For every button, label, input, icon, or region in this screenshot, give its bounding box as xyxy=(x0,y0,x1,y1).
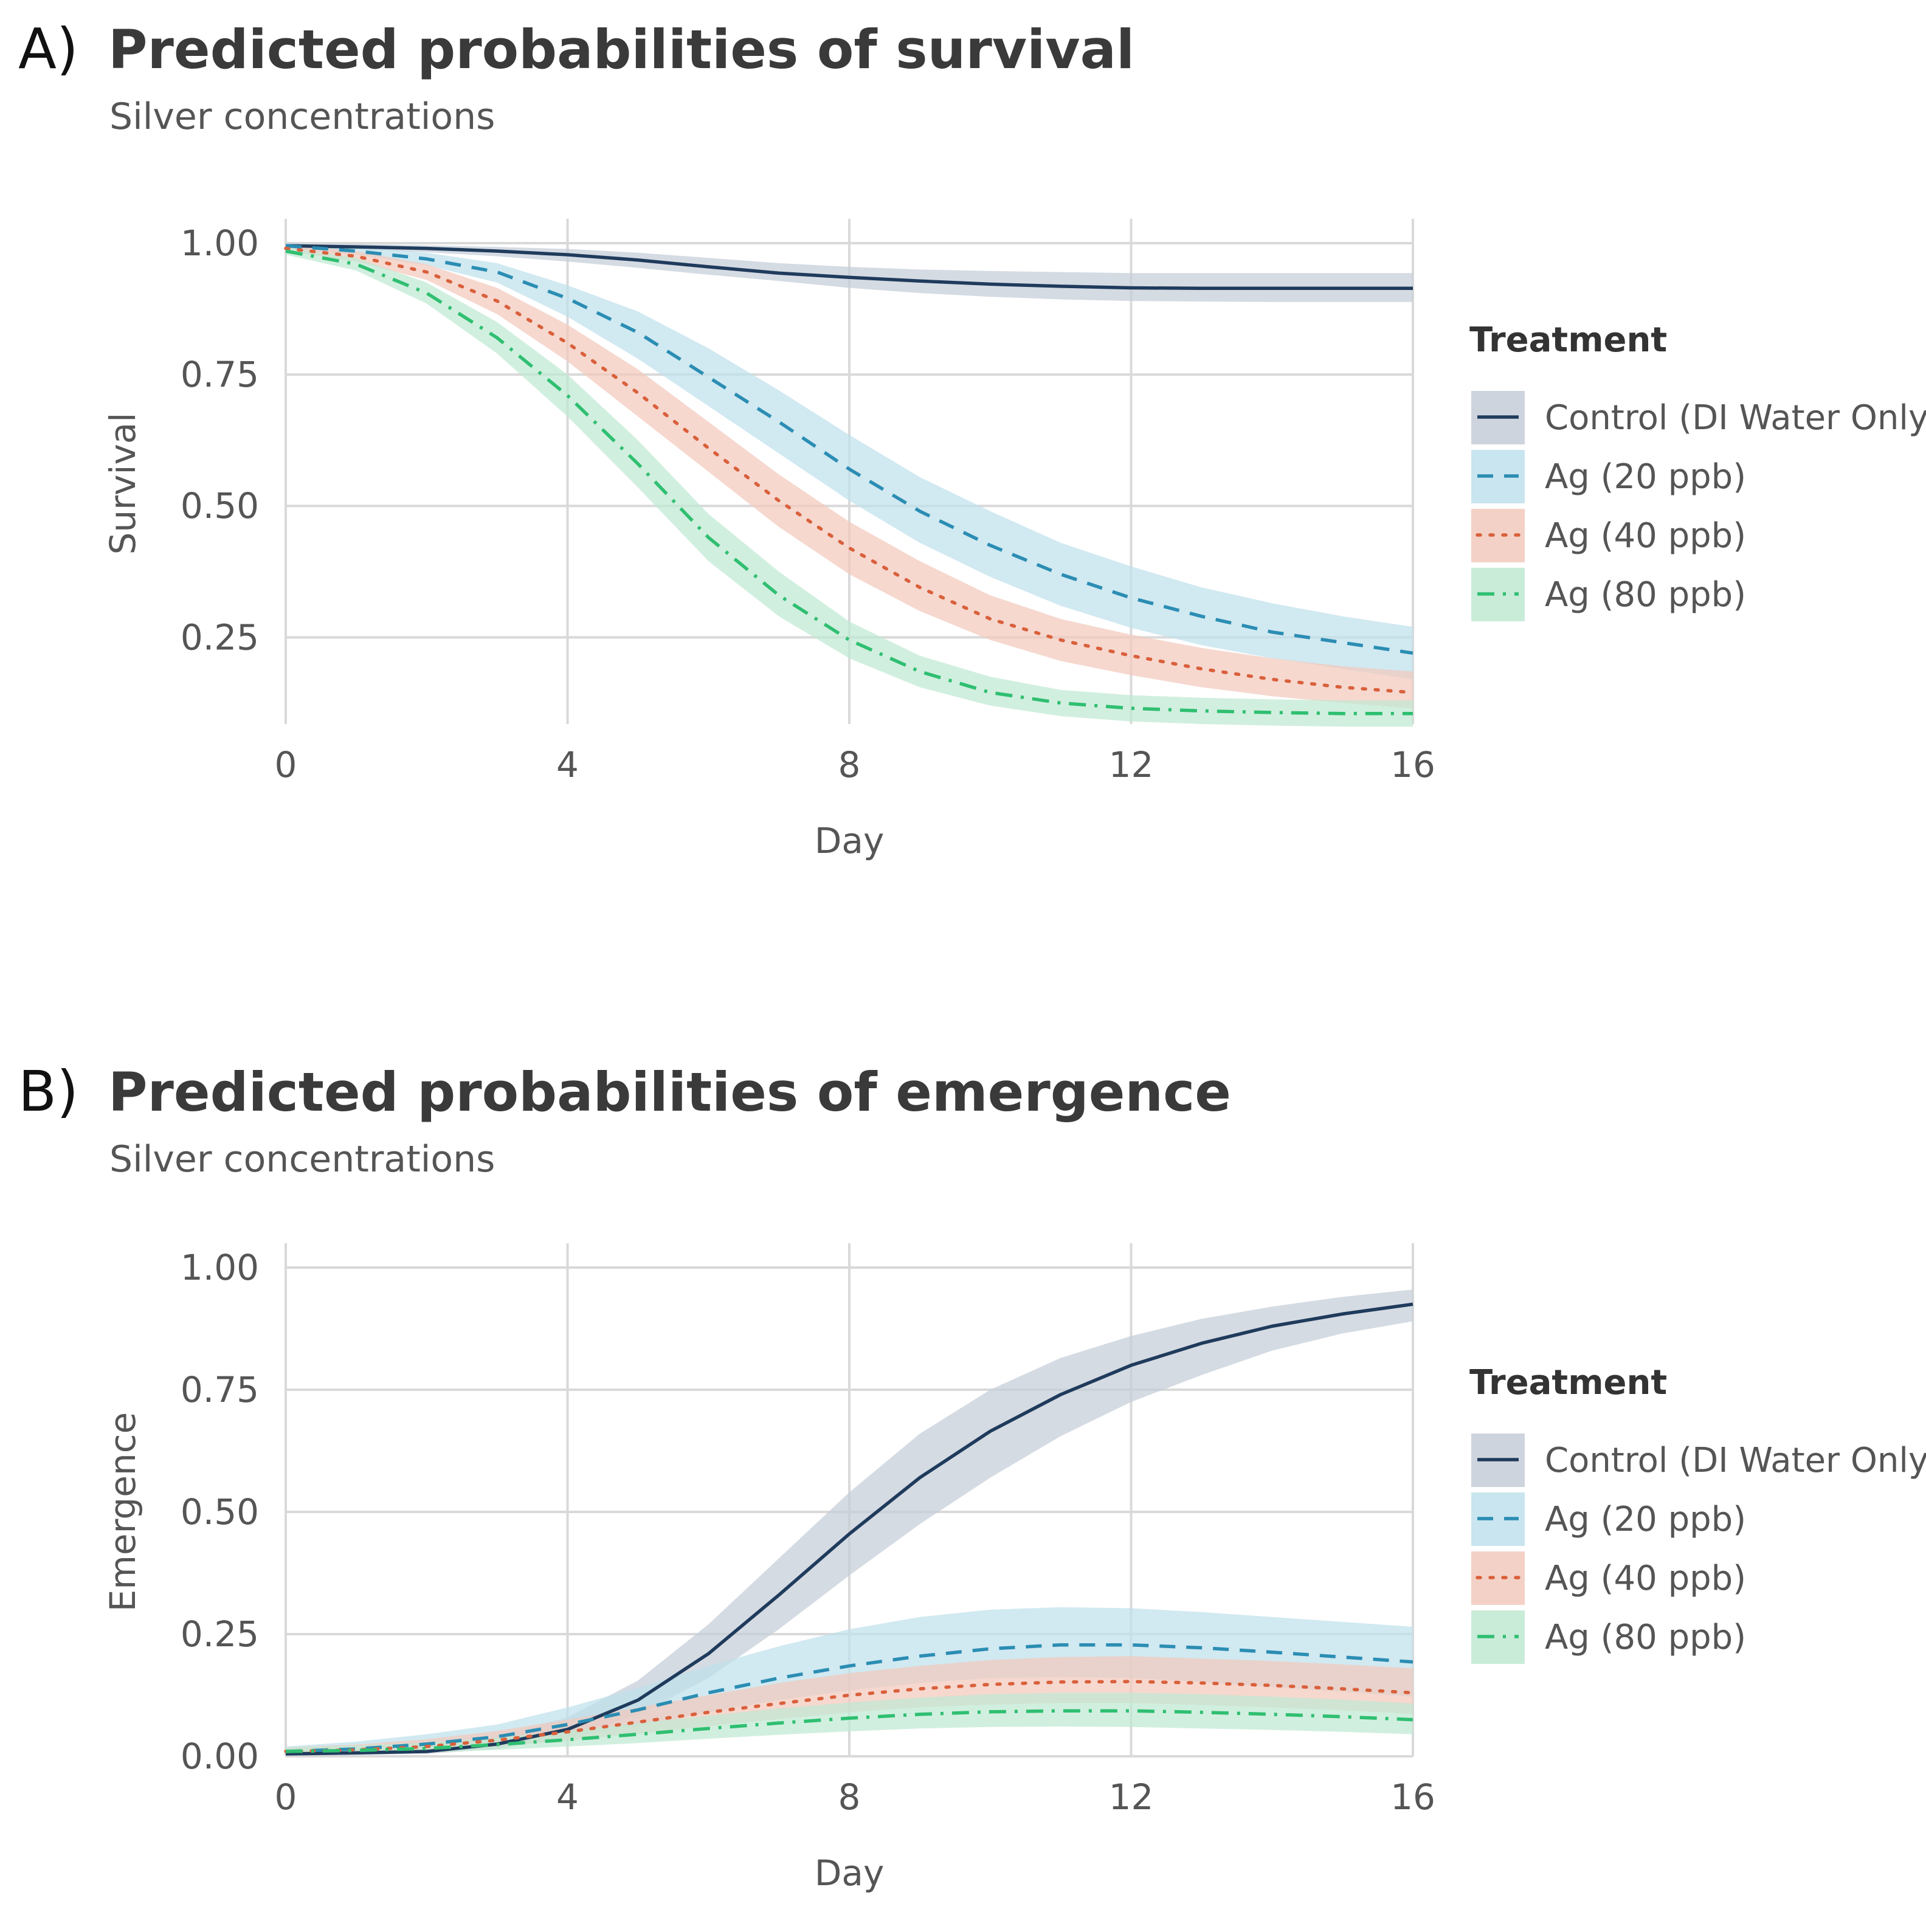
legend-item: Ag (80 ppb) xyxy=(1471,1610,1746,1664)
legend-label: Ag (20 ppb) xyxy=(1545,457,1746,497)
panel-survival: A) Predicted probabilities of survival Sil… xyxy=(18,16,1926,861)
chart-title: Predicted probabilities of survival xyxy=(108,18,1134,81)
y-axis-label: Survival xyxy=(102,413,143,555)
band-control xyxy=(286,1289,1413,1756)
legend-label: Ag (40 ppb) xyxy=(1545,516,1746,556)
band-ag-series-2 xyxy=(286,244,1413,709)
legend-item: Control (DI Water Only) xyxy=(1471,391,1926,444)
chart-subtitle: Silver concentrations xyxy=(109,1138,495,1181)
series-line-ag-1 xyxy=(285,244,1413,655)
legend-label: Ag (40 ppb) xyxy=(1545,1559,1746,1598)
x-axis-label: Day xyxy=(815,1852,885,1894)
y-tick-label: 0.50 xyxy=(181,485,259,526)
y-tick-label: 1.00 xyxy=(181,1247,259,1288)
y-tick-label: 0.00 xyxy=(181,1736,259,1777)
series-line-control xyxy=(285,244,1413,291)
x-tick-label: 12 xyxy=(1109,1776,1154,1818)
x-tick-label: 16 xyxy=(1390,744,1435,785)
y-axis-label: Emergence xyxy=(102,1412,143,1612)
y-tick-label: 0.75 xyxy=(181,1369,259,1410)
x-axis-label: Day xyxy=(815,820,885,861)
series-line-ag-2 xyxy=(284,246,1415,694)
legend-item: Ag (80 ppb) xyxy=(1471,568,1746,621)
chart-subtitle: Silver concentrations xyxy=(109,95,495,138)
x-tick-label: 4 xyxy=(556,744,579,785)
legend-title: Treatment xyxy=(1469,1363,1667,1402)
legend: Treatment Control (DI Water Only) Ag (20 p… xyxy=(1469,1363,1926,1664)
series-line-ag-1 xyxy=(285,1643,1413,1753)
y-tick-label: 0.25 xyxy=(181,616,259,658)
legend: Treatment Control (DI Water Only) Ag (20 p… xyxy=(1469,320,1926,621)
legend-item: Ag (40 ppb) xyxy=(1471,1551,1746,1605)
series-line-ag-3 xyxy=(285,1709,1413,1753)
chart-title: Predicted probabilities of emergence xyxy=(108,1061,1231,1123)
y-tick-label: 0.50 xyxy=(181,1491,259,1533)
legend-label: Control (DI Water Only) xyxy=(1545,398,1926,438)
x-tick-label: 12 xyxy=(1109,744,1154,785)
x-tick-label: 0 xyxy=(275,1776,297,1818)
legend-label: Ag (80 ppb) xyxy=(1545,1618,1746,1657)
series-lines xyxy=(284,244,1415,716)
legend-title: Treatment xyxy=(1469,320,1667,360)
legend-label: Ag (80 ppb) xyxy=(1545,575,1746,615)
x-tick-label: 0 xyxy=(275,744,297,785)
x-tick-label: 8 xyxy=(838,744,861,785)
x-tick-label: 4 xyxy=(556,1776,579,1818)
legend-item: Ag (20 ppb) xyxy=(1471,1492,1746,1546)
series-lines xyxy=(284,1302,1415,1756)
panel-emergence: B) Predicted probabilities of emergence Si… xyxy=(18,1059,1926,1894)
legend-item: Ag (40 ppb) xyxy=(1471,509,1746,562)
legend-label: Ag (20 ppb) xyxy=(1545,1500,1746,1539)
x-tick-label: 8 xyxy=(838,1776,861,1818)
x-tick-label: 16 xyxy=(1390,1776,1435,1818)
panel-label: A) xyxy=(18,16,78,81)
band-ag-series-1 xyxy=(286,243,1413,680)
legend-label: Control (DI Water Only) xyxy=(1545,1441,1926,1480)
y-tick-label: 1.00 xyxy=(181,223,259,264)
y-tick-label: 0.75 xyxy=(181,354,259,395)
legend-item: Ag (20 ppb) xyxy=(1471,450,1746,503)
band-ag-series-3 xyxy=(286,1692,1413,1754)
panel-label: B) xyxy=(18,1059,78,1124)
y-tick-label: 0.25 xyxy=(181,1613,259,1655)
series-line-ag-3 xyxy=(285,249,1413,716)
legend-item: Control (DI Water Only) xyxy=(1471,1433,1926,1487)
band-ag-series-3 xyxy=(286,247,1413,727)
